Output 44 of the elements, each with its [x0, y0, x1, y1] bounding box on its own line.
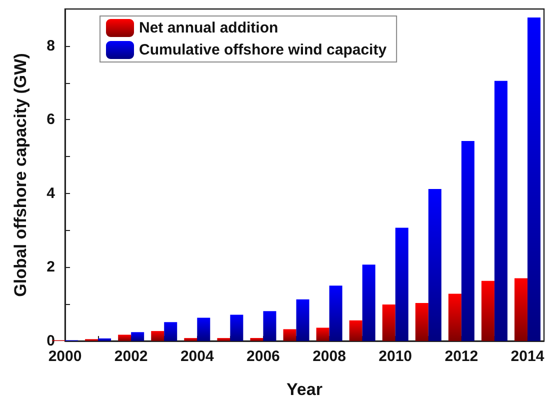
x-tick-label: 2010: [378, 348, 412, 365]
bar: [527, 17, 540, 341]
bar: [481, 280, 494, 341]
bar: [263, 311, 276, 341]
bar: [329, 286, 342, 341]
x-tick-label: 2002: [114, 348, 148, 365]
y-tick-label: 4: [46, 184, 56, 202]
legend-label: Net annual addition: [139, 20, 278, 36]
x-axis-title: Year: [286, 380, 323, 399]
bar: [494, 80, 508, 341]
bar: [349, 320, 362, 341]
x-tick-label: 2012: [444, 348, 478, 365]
y-tick-label: 6: [46, 111, 55, 128]
bar: [151, 331, 164, 341]
bar: [283, 329, 296, 341]
legend-label: Cumulative offshore wind capacity: [139, 42, 388, 58]
x-tick-label: 2014: [510, 348, 545, 365]
y-tick-label: 8: [46, 37, 55, 54]
bar: [316, 328, 330, 341]
bar: [118, 334, 132, 341]
bar: [382, 304, 396, 341]
x-tick-label: 2008: [312, 348, 346, 365]
bar: [184, 338, 198, 341]
y-tick-label: 0: [46, 332, 55, 350]
bar: [131, 332, 144, 341]
bar: [217, 338, 230, 341]
bar: [250, 338, 264, 341]
bar: [230, 314, 244, 341]
bar: [448, 294, 462, 341]
bar: [395, 228, 408, 341]
x-tick-label: 2000: [48, 348, 82, 365]
bar: [296, 299, 310, 341]
bar: [362, 264, 376, 341]
bar: [415, 303, 428, 341]
bar: [428, 189, 442, 341]
x-tick-label: 2004: [180, 348, 214, 365]
bar: [164, 322, 178, 341]
y-axis-title: Global offshore capacity (GW): [11, 53, 30, 297]
y-tick-label: 2: [46, 258, 55, 276]
bar: [514, 278, 528, 341]
x-tick-label: 2006: [246, 348, 280, 365]
bar: [461, 141, 474, 341]
bar: [197, 318, 210, 341]
bar: [98, 338, 112, 341]
